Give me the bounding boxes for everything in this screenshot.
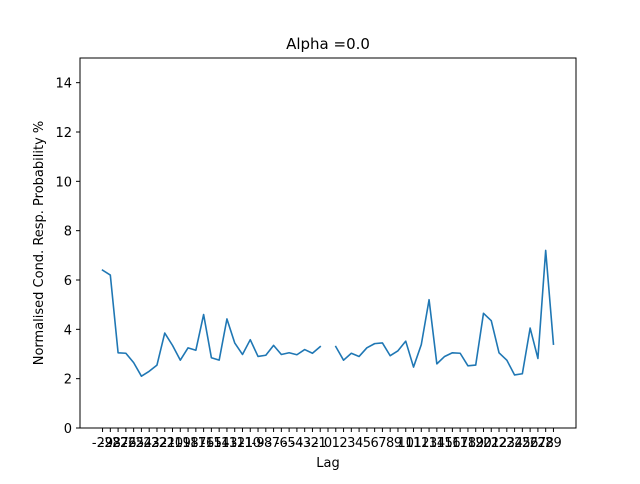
x-tick-label: -24 [131, 436, 152, 451]
x-tick-label: -9 [252, 436, 265, 451]
x-tick-label: -10 [240, 436, 261, 451]
chart-marks: 02468101214-29-28-27-26-25-24-23-22-21-2… [55, 77, 561, 451]
x-tick-label: -27 [107, 436, 128, 451]
x-tick-label: 24 [506, 436, 523, 451]
x-tick-label: 0 [324, 436, 332, 451]
x-tick-label: 18 [460, 436, 477, 451]
y-axis-label: Normalised Cond. Resp. Probability % [32, 121, 47, 366]
plot-frame [79, 57, 577, 429]
y-tick-label: 14 [55, 77, 72, 92]
x-tick-label: -14 [209, 436, 230, 451]
x-tick-label: 22 [491, 436, 508, 451]
x-tick-label: 28 [537, 436, 554, 451]
x-tick-label: -7 [267, 436, 280, 451]
x-tick-label: -1 [314, 436, 327, 451]
x-tick-label: -28 [100, 436, 121, 451]
x-tick-label: -16 [193, 436, 214, 451]
x-tick-label: -17 [185, 436, 206, 451]
y-tick-label: 6 [64, 274, 72, 289]
x-tick-label: 29 [545, 436, 562, 451]
x-tick-label: -8 [259, 436, 272, 451]
x-tick-label: 20 [475, 436, 492, 451]
x-tick-label: 4 [355, 436, 363, 451]
x-tick-label: 6 [371, 436, 379, 451]
x-tick-label: 25 [514, 436, 531, 451]
x-tick-label: 13 [421, 436, 438, 451]
y-tick-label: 2 [64, 373, 72, 388]
x-tick-label: 3 [347, 436, 355, 451]
x-tick-label: 1 [332, 436, 340, 451]
x-tick-label: -20 [162, 436, 183, 451]
x-tick-label: -15 [201, 436, 222, 451]
chart-title: Alpha =0.0 [286, 35, 370, 53]
x-tick-label: -6 [275, 436, 288, 451]
x-tick-label: -19 [170, 436, 191, 451]
x-tick-label: 21 [483, 436, 500, 451]
x-tick-label: 19 [467, 436, 484, 451]
plot-area [80, 58, 576, 428]
y-tick-label: 12 [55, 126, 72, 141]
x-tick-label: 23 [499, 436, 516, 451]
x-tick-label: -11 [232, 436, 253, 451]
x-tick-label: 26 [522, 436, 539, 451]
x-tick-label: 12 [413, 436, 430, 451]
x-tick-label: 27 [530, 436, 547, 451]
x-tick-label: 11 [405, 436, 422, 451]
x-tick-label: 14 [429, 436, 446, 451]
x-tick-label: -12 [224, 436, 245, 451]
x-tick-label: -18 [177, 436, 198, 451]
y-tick-label: 4 [64, 323, 72, 338]
x-tick-label: -23 [139, 436, 160, 451]
x-tick-label: -22 [146, 436, 167, 451]
x-tick-label: -4 [290, 436, 303, 451]
x-tick-label: 2 [339, 436, 347, 451]
x-tick-label: -21 [154, 436, 175, 451]
x-tick-label: -2 [306, 436, 319, 451]
x-tick-label: 7 [378, 436, 386, 451]
x-tick-label: -5 [283, 436, 296, 451]
y-tick-label: 8 [64, 225, 72, 240]
x-tick-label: 10 [397, 436, 414, 451]
x-tick-label: -25 [123, 436, 144, 451]
x-tick-label: 9 [394, 436, 402, 451]
x-tick-label: 5 [363, 436, 371, 451]
series-line [101, 249, 555, 377]
x-axis-label: Lag [316, 456, 339, 471]
x-tick-label: 16 [444, 436, 461, 451]
x-tick-label: -26 [115, 436, 136, 451]
x-tick-label: 8 [386, 436, 394, 451]
x-tick-label: 17 [452, 436, 469, 451]
x-tick-label: -3 [298, 436, 311, 451]
x-tick-label: -13 [216, 436, 237, 451]
x-tick-label: 15 [436, 436, 453, 451]
y-tick-label: 10 [55, 175, 72, 190]
x-tick-label: -29 [92, 436, 113, 451]
y-tick-label: 0 [64, 422, 72, 437]
